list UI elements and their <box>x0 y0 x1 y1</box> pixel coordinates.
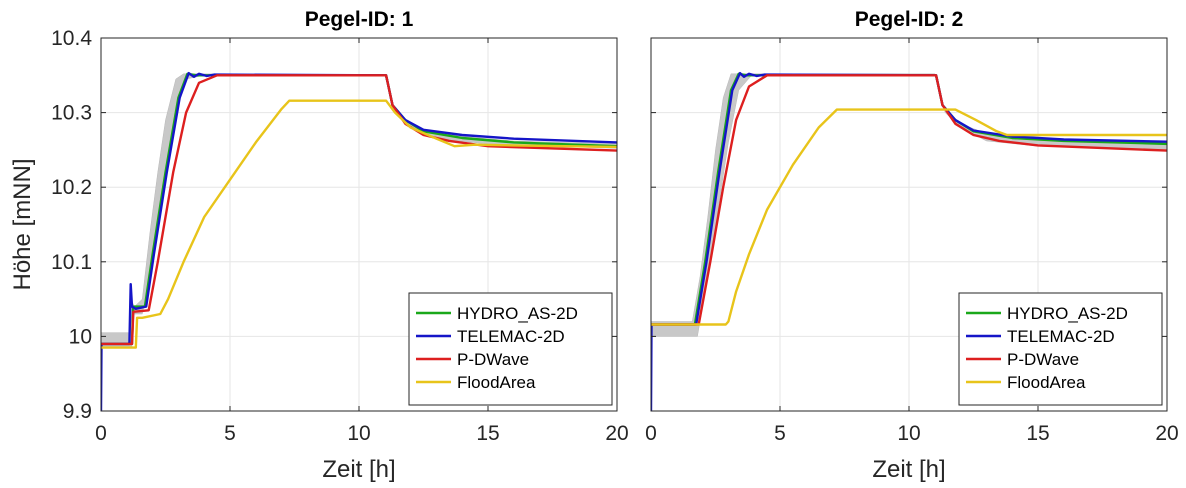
legend-label-p-dwave: P-DWave <box>457 350 529 369</box>
y-axis-label: Höhe [mNN] <box>9 158 36 290</box>
legend-label-floodarea: FloodArea <box>1007 373 1086 392</box>
x-tick-label: 10 <box>897 422 920 445</box>
legend-label-p-dwave: P-DWave <box>1007 350 1079 369</box>
x-tick-label: 20 <box>1155 422 1178 445</box>
legend-box <box>958 292 1163 406</box>
series-line-floodarea <box>651 108 1167 326</box>
y-tick-label: 10.2 <box>51 176 92 199</box>
chart-title: Pegel-ID: 1 <box>305 8 414 31</box>
legend: HYDRO_AS-2D TELEMAC-2D P-DWave FloodArea <box>408 292 613 406</box>
x-tick-label: 0 <box>645 422 657 445</box>
x-axis-label: Zeit [h] <box>322 456 395 483</box>
x-tick-label: 5 <box>774 422 786 445</box>
legend-box <box>408 292 613 406</box>
x-tick-label: 0 <box>95 422 107 445</box>
x-tick-label: 5 <box>224 422 236 445</box>
legend-label-hydro-as-2d: HYDRO_AS-2D <box>457 304 578 323</box>
y-tick-label: 10.3 <box>51 102 92 125</box>
chart-panel-pegel-1: 0 5 10 15 20 9.9 10 10.1 10.2 10.3 10.4 Pegel-ID: 1… <box>9 8 629 483</box>
x-tick-label: 10 <box>347 422 370 445</box>
x-axis-label: Zeit [h] <box>872 456 945 483</box>
plot-content <box>101 71 617 411</box>
chart-panel-pegel-2: 0 5 10 15 20 Pegel-ID: 2 Zeit [h] HYDRO_AS-2D TE… <box>645 8 1179 483</box>
legend-label-telemac-2d: TELEMAC-2D <box>457 327 565 346</box>
legend: HYDRO_AS-2D TELEMAC-2D P-DWave FloodArea <box>958 292 1163 406</box>
y-tick-label: 10.1 <box>51 251 92 274</box>
plot-content <box>651 71 1167 411</box>
y-tick-label: 9.9 <box>63 400 92 423</box>
series-line-p-dwave <box>651 74 1167 326</box>
series-line-telemac-2d <box>101 71 617 411</box>
x-tick-label: 20 <box>605 422 628 445</box>
y-tick-label: 10.4 <box>51 27 92 50</box>
x-tick-label: 15 <box>1026 422 1049 445</box>
chart-title: Pegel-ID: 2 <box>855 8 964 31</box>
x-tick-label: 15 <box>476 422 499 445</box>
legend-label-telemac-2d: TELEMAC-2D <box>1007 327 1115 346</box>
legend-label-hydro-as-2d: HYDRO_AS-2D <box>1007 304 1128 323</box>
legend-label-floodarea: FloodArea <box>457 373 536 392</box>
y-tick-label: 10 <box>69 325 92 348</box>
series-line-telemac-2d <box>651 71 1167 411</box>
series-line-floodarea <box>101 99 617 349</box>
